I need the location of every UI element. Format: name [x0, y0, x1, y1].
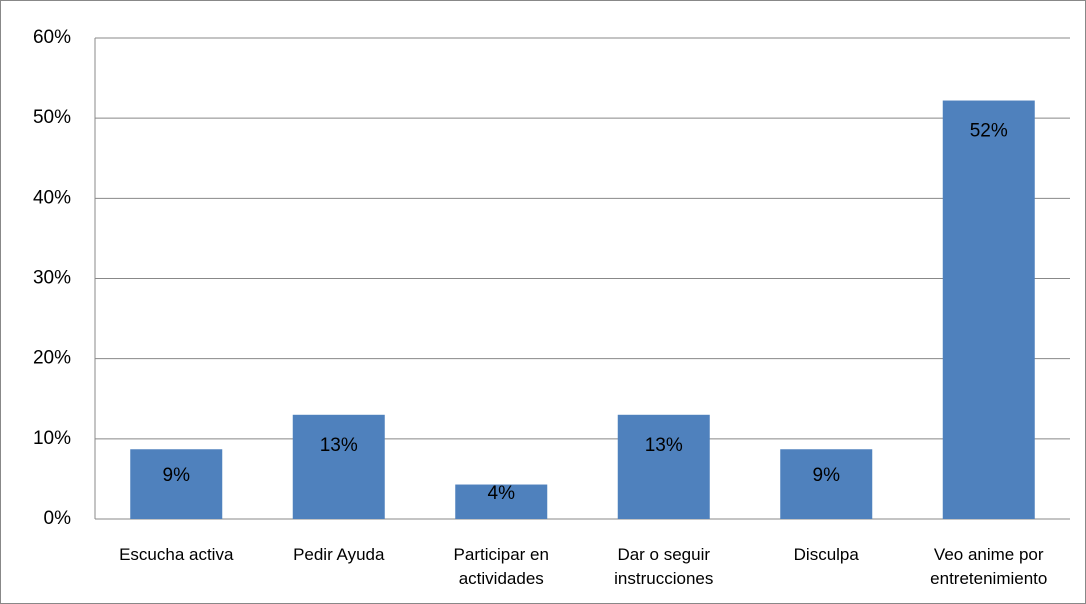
- bar: [455, 484, 548, 519]
- x-tick-label: Participar en actividades: [453, 545, 549, 588]
- x-tick-label: Disculpa: [793, 545, 859, 564]
- x-tick-label: Pedir Ayuda: [293, 545, 385, 564]
- y-tick-label: 40%: [33, 187, 71, 208]
- y-tick-label: 60%: [33, 27, 71, 48]
- y-tick-label: 30%: [33, 268, 71, 289]
- data-label: 9%: [163, 465, 191, 486]
- y-tick-label: 10%: [33, 428, 71, 449]
- bar: [617, 414, 710, 519]
- bar: [780, 449, 873, 519]
- data-label: 4%: [488, 483, 516, 504]
- y-tick-label: 50%: [33, 107, 71, 128]
- data-label: 13%: [645, 435, 683, 456]
- y-tick-label: 0%: [44, 508, 72, 529]
- x-tick-label: Dar o seguir instrucciones: [614, 545, 714, 588]
- bar: [942, 100, 1035, 519]
- x-tick-label: Escucha activa: [119, 545, 234, 564]
- data-label: 52%: [970, 121, 1008, 142]
- data-label: 9%: [813, 465, 841, 486]
- bar: [130, 449, 223, 519]
- data-label: 13%: [320, 435, 358, 456]
- y-tick-label: 20%: [33, 348, 71, 369]
- bar: [292, 414, 385, 519]
- x-tick-label: Veo anime por entretenimiento: [930, 545, 1048, 588]
